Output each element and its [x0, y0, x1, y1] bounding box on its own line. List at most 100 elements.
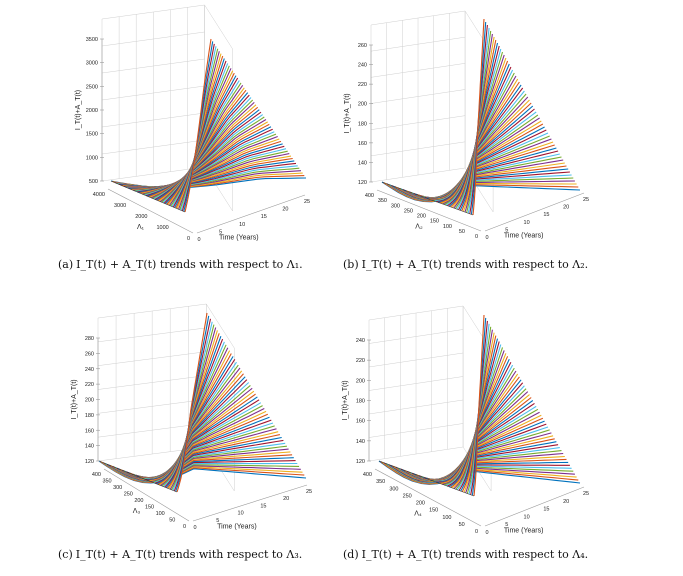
z-tick-label: 140: [358, 160, 367, 166]
time-tick-label: 25: [583, 197, 589, 203]
z-tick-label: 1500: [86, 132, 98, 138]
time-tick-label: 20: [563, 205, 569, 211]
z-tick-label: 120: [85, 459, 94, 465]
time-tick-label: 25: [304, 199, 310, 205]
lambda-tick-label: 150: [429, 508, 438, 514]
time-tick-label: 20: [282, 207, 288, 213]
surface-line: [153, 97, 252, 200]
panel-d-frame: [368, 305, 492, 492]
z-axis-label: I_T(t)+A_T(t): [71, 379, 78, 419]
lambda-axis-label: Λ₃: [133, 508, 141, 515]
surface-line: [176, 312, 208, 493]
panel-c: 280260240220200180160140120I_T(t)+A_T(t)…: [71, 303, 312, 531]
z-tick-label: 120: [358, 180, 367, 186]
panel-a-lambda-axis: 4000 3000 2000 1000 0 Λ₁: [93, 188, 194, 242]
surface-line: [444, 72, 515, 206]
surface-line: [160, 347, 229, 486]
time-axis-label: Time (Years): [504, 527, 544, 534]
panel-b-time-axis: 0 5 10 15 20 25 Time (Years): [484, 192, 589, 241]
time-tick-label: 0: [193, 525, 196, 531]
lambda-tick-label: 200: [134, 498, 143, 504]
lambda-tick-label: 2000: [135, 214, 147, 220]
lambda-tick-label: 150: [430, 219, 439, 225]
z-tick-label: 3500: [86, 37, 98, 43]
surface-line: [472, 18, 485, 216]
panel-c-frame: [97, 303, 235, 492]
z-tick-label: 280: [85, 336, 94, 342]
panel-b: 260240220200180160140120I_T(t)+A_T(t)400…: [344, 10, 589, 241]
time-tick-label: 15: [543, 212, 549, 218]
time-axis-line: [196, 194, 306, 234]
time-tick-label: 25: [306, 489, 312, 495]
lambda-tick-label: 3000: [114, 203, 126, 209]
time-tick-label: 10: [524, 220, 530, 226]
time-tick-label: 5: [216, 518, 219, 524]
caption-a-label: (a): [58, 258, 74, 271]
z-tick-label: 200: [356, 378, 365, 384]
surface-line: [439, 81, 520, 204]
panel-d-time-axis: 0 5 10 15 20 25 Time (Years): [484, 486, 589, 536]
time-axis-line: [484, 192, 585, 232]
z-tick-label: 140: [356, 439, 365, 445]
surface-line: [442, 370, 517, 485]
time-tick-label: 25: [583, 491, 589, 497]
lambda-axis-label: Λ₂: [415, 224, 423, 231]
z-tick-label: 220: [358, 82, 367, 88]
lambda-tick-label: 100: [443, 224, 452, 230]
lambda-tick-label: 350: [378, 198, 387, 204]
z-tick-label: 180: [358, 121, 367, 127]
lambda-axis-line: [374, 468, 482, 527]
lambda-tick-label: 100: [156, 511, 165, 517]
z-tick-label: 160: [356, 419, 365, 425]
panel-a: 350030002500200015001000500I_T(t)+A_T(t)…: [75, 4, 310, 243]
z-tick-label: 260: [85, 351, 94, 357]
surface-line: [158, 87, 245, 202]
caption-b: (b) I_T(t) + A_T(t) trends with respect t…: [343, 258, 588, 271]
time-tick-label: 20: [563, 499, 569, 505]
z-tick-label: 240: [356, 338, 365, 344]
surface-line: [165, 336, 222, 488]
panel-a-z-axis: 3500 3000 2500 2000 1500 1000 500 I_T(t)+A_T(t): [75, 37, 104, 185]
panel-c-surface: [98, 312, 307, 493]
time-tick-label: 10: [239, 222, 245, 228]
z-tick-label: 1000: [86, 155, 98, 161]
time-tick-label: 0: [485, 530, 488, 536]
panel-b-lambda-axis: 400 350 300 250 200 150 100 50 0 Λ₂: [365, 189, 482, 240]
z-axis-label: I_T(t)+A_T(t): [342, 380, 349, 420]
time-tick-label: 15: [261, 214, 267, 220]
panel-d-surface: [378, 314, 581, 497]
time-axis-label: Time (Years): [504, 233, 544, 240]
surface-line: [159, 84, 244, 203]
surface-line: [448, 63, 510, 207]
lambda-tick-label: 4000: [93, 192, 105, 198]
time-tick-label: 10: [238, 511, 244, 517]
surface-line: [157, 353, 232, 485]
surface-line: [161, 344, 227, 487]
lambda-tick-label: 50: [459, 522, 465, 528]
surface-line: [154, 94, 250, 200]
caption-a: (a) I_T(t) + A_T(t) trends with respect t…: [58, 258, 303, 271]
surface-line: [157, 89, 247, 202]
time-tick-label: 20: [283, 496, 289, 502]
surface-line: [158, 350, 231, 486]
z-tick-label: 160: [358, 141, 367, 147]
z-tick-label: 2000: [86, 108, 98, 114]
panel-c-z-axis: 280 260 240 220 200 180 160 140 120 I_T(t)+A_T(t): [71, 336, 100, 465]
surface-line: [438, 376, 520, 484]
lambda-tick-label: 250: [124, 492, 133, 498]
lambda-tick-label: 300: [113, 485, 122, 491]
time-axis-line: [192, 484, 308, 522]
lambda-tick-label: 200: [417, 214, 426, 220]
caption-c-text: I_T(t) + A_T(t) trends with respect to Λ…: [75, 548, 303, 561]
lambda-tick-label: 150: [145, 505, 154, 511]
lambda-axis-line: [103, 468, 190, 522]
lambda-tick-label: 250: [404, 208, 413, 214]
time-tick-label: 5: [219, 229, 222, 235]
surface-line: [440, 373, 519, 485]
lambda-tick-label: 350: [102, 479, 111, 485]
lambda-tick-label: 0: [183, 524, 186, 530]
z-tick-label: 240: [358, 63, 367, 69]
time-axis-label: Time (Years): [219, 235, 259, 242]
surface-edge: [110, 180, 186, 213]
